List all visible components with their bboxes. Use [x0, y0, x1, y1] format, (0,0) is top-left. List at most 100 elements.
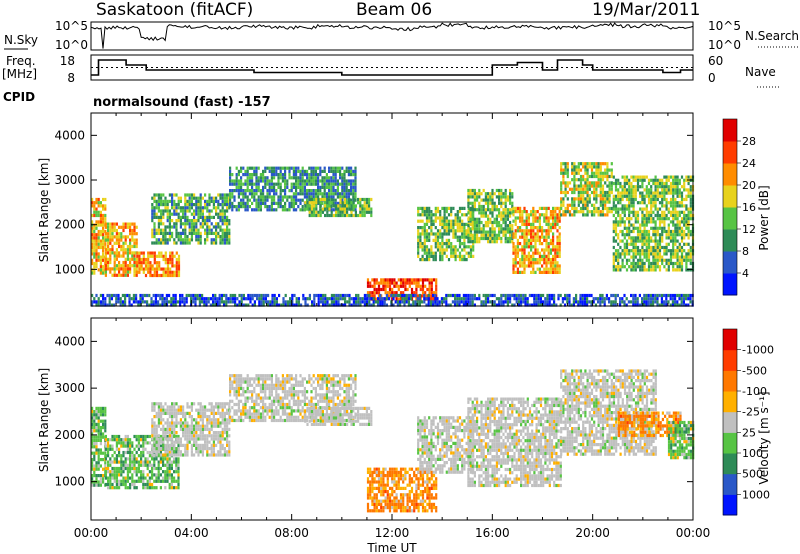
heatmap-cell [199, 225, 202, 229]
heatmap-cell [577, 210, 580, 214]
heatmap-cell [656, 258, 659, 262]
heatmap-cell [99, 426, 102, 430]
heatmap-cell [279, 189, 282, 193]
heatmap-cell [604, 206, 607, 211]
heatmap-cell [579, 210, 583, 214]
heatmap-cell [454, 303, 457, 307]
heatmap-cell [419, 238, 422, 242]
heatmap-cell [95, 255, 98, 259]
heatmap-cell [102, 217, 105, 221]
heatmap-cell [363, 297, 366, 301]
heatmap-cell [299, 179, 302, 183]
heatmap-cell [566, 300, 569, 304]
heatmap-cell [334, 169, 337, 173]
heatmap-cell [393, 278, 396, 282]
heatmap-cell [219, 196, 222, 200]
heatmap-cell [215, 212, 218, 216]
heatmap-cell [237, 189, 240, 193]
heatmap-cell [636, 188, 640, 192]
heatmap-cell [519, 248, 522, 252]
heatmap-cell [266, 179, 269, 183]
heatmap-cell [590, 181, 594, 185]
heatmap-cell [95, 197, 98, 202]
heatmap-cell [487, 236, 490, 241]
heatmap-cell [371, 291, 374, 295]
heatmap-cell [197, 215, 200, 219]
heatmap-cell [153, 228, 156, 232]
heatmap-cell [685, 220, 688, 224]
heatmap-cell [319, 204, 322, 208]
heatmap-cell [188, 199, 191, 203]
heatmap-cell [581, 297, 584, 301]
heatmap-cell [332, 166, 335, 170]
heatmap-cell [538, 251, 541, 255]
heatmap-cell [229, 195, 232, 199]
heatmap-cell [491, 224, 494, 228]
heatmap-cell [284, 300, 287, 304]
heatmap-cell [95, 233, 98, 237]
heatmap-cell [173, 225, 176, 229]
heatmap-cell [661, 233, 664, 237]
heatmap-cell [231, 297, 234, 301]
heatmap-cell [151, 241, 154, 245]
heatmap-cell [226, 196, 229, 200]
heatmap-cell [452, 245, 455, 249]
heatmap-cell [186, 219, 189, 223]
heatmap-cell [233, 179, 236, 183]
heatmap-cell [511, 240, 514, 244]
heatmap-cell [229, 205, 232, 209]
heatmap-cell [599, 197, 602, 201]
heatmap-cell [165, 303, 168, 307]
heatmap-cell [588, 200, 591, 204]
heatmap-cell [406, 281, 409, 285]
heatmap-cell [645, 233, 648, 237]
heatmap-cell [579, 206, 583, 211]
heatmap-cell [413, 291, 416, 295]
heatmap-cell [454, 245, 457, 249]
heatmap-cell [153, 193, 156, 197]
heatmap-cell [617, 188, 620, 192]
heatmap-cell [645, 239, 648, 243]
heatmap-cell [652, 297, 655, 301]
heatmap-cell [171, 225, 174, 229]
heatmap-cell [102, 245, 105, 250]
heatmap-cell [549, 242, 552, 246]
heatmap-cell [495, 195, 498, 199]
heatmap-cell [545, 232, 548, 236]
heatmap-cell [418, 300, 421, 304]
heatmap-cell [154, 293, 157, 298]
heatmap-cell [676, 255, 679, 259]
heatmap-cell [133, 267, 136, 271]
heatmap-cell [595, 194, 598, 198]
heatmap-cell [350, 173, 353, 177]
heatmap-cell [467, 227, 470, 231]
heatmap-cell [536, 226, 539, 230]
heatmap-cell [552, 242, 555, 246]
heatmap-cell [330, 300, 333, 304]
heatmap-cell [242, 198, 245, 202]
heatmap-cell [325, 182, 328, 186]
heatmap-cell [97, 201, 100, 205]
heatmap-cell [473, 233, 476, 237]
heatmap-cell [480, 211, 483, 215]
heatmap-cell [645, 297, 648, 301]
heatmap-cell [290, 195, 293, 199]
heatmap-cell [172, 303, 175, 307]
heatmap-cell [641, 297, 644, 301]
heatmap-cell [595, 200, 598, 204]
heatmap-cell [614, 258, 618, 262]
heatmap-cell [665, 213, 668, 218]
heatmap-cell [469, 227, 472, 231]
heatmap-cell [350, 182, 353, 186]
heatmap-cell [135, 293, 138, 298]
heatmap-cell [577, 300, 580, 304]
heatmap-cell [616, 293, 619, 298]
heatmap-cell [628, 185, 631, 189]
heatmap-cell [221, 219, 224, 223]
heatmap-cell [586, 194, 589, 198]
heatmap-cell [391, 291, 394, 295]
heatmap-cell [204, 238, 207, 242]
heatmap-cell [416, 303, 419, 307]
heatmap-cell [354, 198, 357, 202]
heatmap-cell [623, 226, 626, 230]
